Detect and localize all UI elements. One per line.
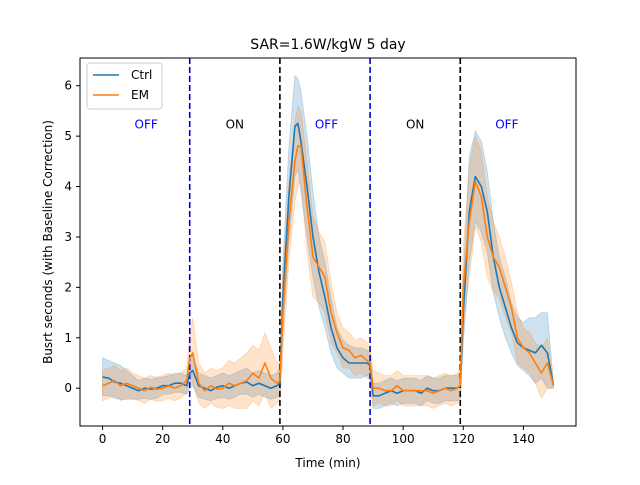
legend: Ctrl EM bbox=[86, 62, 163, 110]
x-tick-label: 100 bbox=[392, 432, 415, 446]
y-tick-label: 3 bbox=[64, 230, 72, 244]
x-tick-label: 60 bbox=[275, 432, 290, 446]
legend-label-em: EM bbox=[131, 88, 149, 102]
series-lines bbox=[102, 122, 555, 397]
y-tick-label: 0 bbox=[64, 381, 72, 395]
x-tick-label: 120 bbox=[452, 432, 475, 446]
annotation-on-2: ON bbox=[226, 118, 244, 132]
x-tick-label: 80 bbox=[335, 432, 350, 446]
band-ctrl bbox=[102, 74, 554, 409]
band-em bbox=[102, 104, 554, 410]
series-line-em bbox=[102, 145, 555, 395]
x-tick-label: 40 bbox=[215, 432, 230, 446]
y-tick-label: 2 bbox=[64, 280, 72, 294]
annotation-off-3: OFF bbox=[315, 118, 338, 132]
annotation-off-1: OFF bbox=[135, 118, 158, 132]
y-tick-label: 1 bbox=[64, 331, 72, 345]
y-tick-label: 6 bbox=[64, 79, 72, 93]
x-tick-label: 20 bbox=[155, 432, 170, 446]
x-tick-label: 140 bbox=[512, 432, 535, 446]
x-axis-label: Time (min) bbox=[294, 456, 360, 470]
plot-frame bbox=[79, 57, 577, 427]
y-axis-ticks: 0 1 2 3 4 5 6 bbox=[64, 79, 80, 395]
annotation-on-4: ON bbox=[406, 118, 424, 132]
x-tick-label: 0 bbox=[99, 432, 107, 446]
legend-label-ctrl: Ctrl bbox=[131, 68, 152, 82]
chart-title: SAR=1.6W/kgW 5 day bbox=[250, 37, 405, 53]
annotation-off-5: OFF bbox=[495, 118, 518, 132]
y-tick-label: 4 bbox=[64, 180, 72, 194]
period-annotations: OFF ON OFF ON OFF bbox=[135, 118, 519, 132]
confidence-bands bbox=[102, 74, 554, 410]
x-axis-ticks: 0 20 40 60 80 100 120 140 bbox=[99, 426, 535, 446]
y-axis-label: Busrt seconds (with Baseline Correction) bbox=[41, 120, 55, 364]
y-tick-label: 5 bbox=[64, 129, 72, 143]
